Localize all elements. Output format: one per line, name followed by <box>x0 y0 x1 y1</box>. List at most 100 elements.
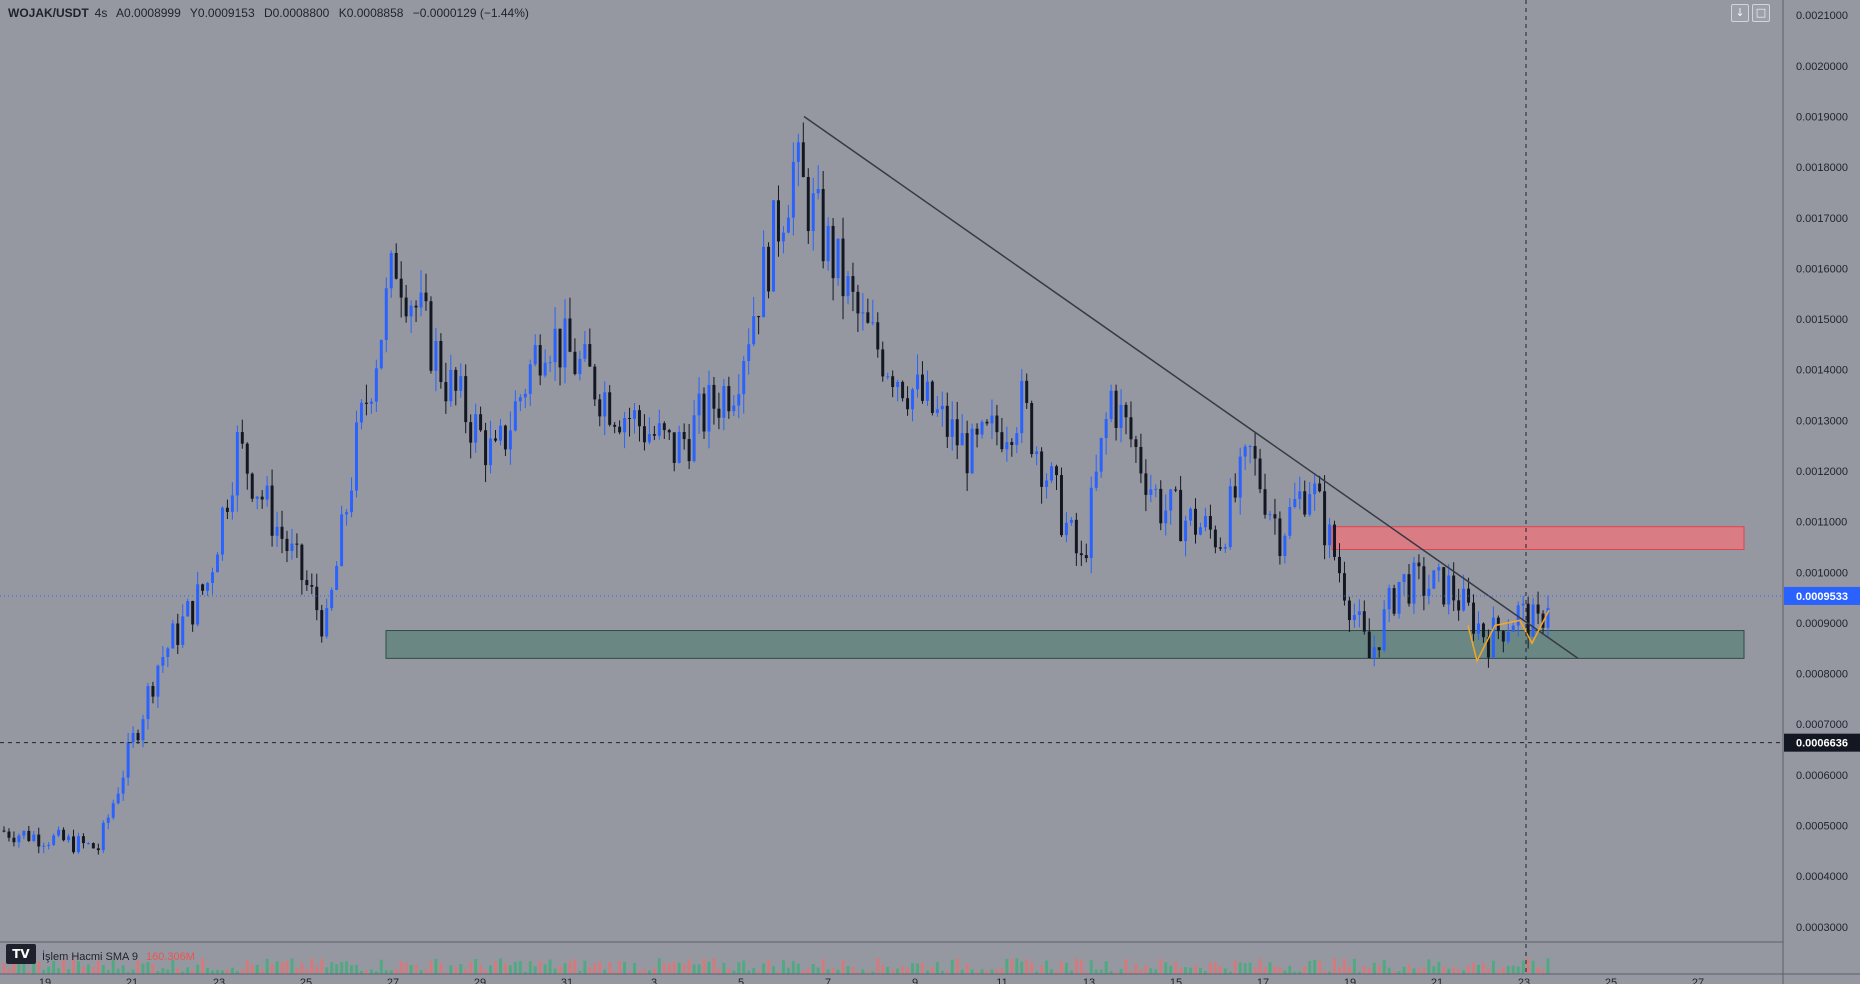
volume-bar <box>230 967 234 974</box>
candle-body <box>945 405 949 437</box>
volume-bar <box>171 960 175 974</box>
candle-body <box>7 831 11 838</box>
volume-bar <box>1422 968 1426 974</box>
volume-bar <box>1457 969 1461 974</box>
volume-bar <box>1164 962 1168 974</box>
candle-body <box>414 305 418 308</box>
volume-bar <box>1496 970 1500 974</box>
candle-body <box>568 318 572 352</box>
x-tick-label: 19 <box>1344 977 1356 984</box>
volume-bar <box>1377 964 1381 974</box>
volume-bar <box>330 962 334 974</box>
volume-bar <box>861 969 865 974</box>
candle-body <box>1015 433 1019 445</box>
candle-body <box>1010 442 1014 445</box>
volume-bar <box>285 960 289 974</box>
drawing-layer[interactable] <box>803 115 1579 664</box>
volume-bar <box>891 969 895 974</box>
candle-body <box>717 408 721 418</box>
interval-label[interactable]: 4s <box>94 6 108 20</box>
candle-body <box>265 485 269 500</box>
volume-bar <box>806 968 810 974</box>
volume-bar <box>826 969 830 974</box>
candle-body <box>469 422 473 443</box>
candle-body <box>1412 562 1416 604</box>
download-icon[interactable]: ↓ <box>1731 4 1749 22</box>
candle-body <box>131 732 135 743</box>
volume-bar <box>1442 966 1446 974</box>
candle-body <box>1084 555 1088 559</box>
x-tick-label: 9 <box>912 977 918 984</box>
candle-layer[interactable] <box>2 122 1550 855</box>
volume-bar <box>593 963 597 974</box>
candle-body <box>275 526 279 536</box>
candle-body <box>906 398 910 410</box>
candle-body <box>1347 600 1351 621</box>
volume-bar <box>459 963 463 974</box>
volume-bar <box>379 959 383 974</box>
volume-bar <box>707 961 711 974</box>
candle-body <box>1392 588 1396 614</box>
candle-body <box>1189 508 1193 521</box>
volume-bar <box>1218 965 1222 974</box>
candle-body <box>290 543 294 552</box>
candle-body <box>42 845 46 847</box>
candle-body <box>459 376 463 391</box>
candle-body <box>230 495 234 512</box>
symbol-name[interactable]: WOJAK/USDT <box>8 6 89 20</box>
candle-body <box>553 328 557 363</box>
candle-body <box>1253 446 1257 459</box>
volume-bar <box>335 964 339 974</box>
volume-bar <box>17 962 21 974</box>
candle-body <box>498 425 502 441</box>
candle-body <box>767 246 771 292</box>
candle-body <box>1328 524 1332 546</box>
volume-label[interactable]: İşlem Hacmi SMA 9 <box>42 951 138 963</box>
pattern-drawing <box>1467 609 1550 664</box>
fullscreen-icon[interactable]: □ <box>1752 4 1770 22</box>
candle-body <box>464 376 468 423</box>
candle-body <box>1134 439 1138 447</box>
candle-body <box>320 610 324 637</box>
candle-body <box>995 415 999 433</box>
volume-bar <box>1328 971 1332 974</box>
volume-bar <box>1283 970 1287 974</box>
candle-body <box>786 217 790 233</box>
volume-bar <box>414 964 418 974</box>
volume-bar <box>831 968 835 974</box>
volume-bar <box>280 962 284 974</box>
candle-body <box>384 288 388 340</box>
volume-bar <box>101 964 105 974</box>
candle-body <box>1506 631 1510 642</box>
candle-body <box>1243 446 1247 457</box>
x-tick-label: 31 <box>561 977 573 984</box>
volume-bar <box>995 969 999 974</box>
volume-bar <box>32 961 36 974</box>
volume-bar <box>732 970 736 974</box>
x-tick-label: 27 <box>1692 977 1704 984</box>
candle-body <box>503 425 507 450</box>
volume-bar <box>781 960 785 974</box>
candle-body <box>558 328 562 368</box>
candle-body <box>300 544 304 581</box>
volume-bar <box>295 968 299 974</box>
tradingview-logo[interactable]: TV <box>6 944 36 964</box>
volume-bar <box>1372 962 1376 974</box>
volume-bar <box>1313 959 1317 974</box>
volume-bar <box>1149 968 1153 974</box>
candle-body <box>96 848 100 851</box>
volume-bar <box>1303 965 1307 974</box>
candle-body <box>1417 562 1421 567</box>
volume-bar <box>1189 967 1193 974</box>
candle-body <box>1288 506 1292 536</box>
x-tick-label: 7 <box>825 977 831 984</box>
candle-body <box>533 345 537 365</box>
candle-body <box>245 443 249 474</box>
candle-body <box>106 817 110 823</box>
volume-bar <box>1402 966 1406 974</box>
volume-bar <box>1342 958 1346 974</box>
candle-body <box>925 381 929 401</box>
volume-bar <box>1253 966 1257 974</box>
